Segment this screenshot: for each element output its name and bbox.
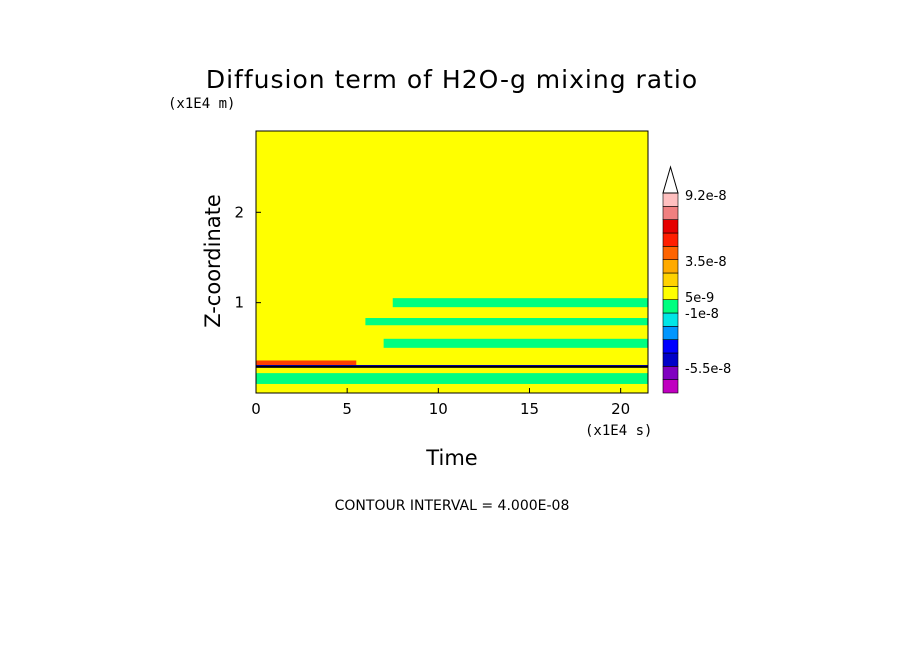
colorbar-label: 9.2e-8 (685, 189, 727, 204)
colorbar-swatch (662, 352, 679, 367)
colorbar-label: 3.5e-8 (685, 255, 727, 270)
contour-region-green-band-1 (392, 298, 648, 308)
contour-region-green-band-4 (256, 373, 648, 384)
colorbar-label: -1e-8 (685, 307, 719, 322)
x-axis-ticks: 0 5 10 15 20 (251, 388, 630, 418)
plot-area (256, 131, 648, 393)
x-tick-label: 0 (251, 400, 261, 418)
plot-frame (255, 130, 649, 394)
colorbar-swatch (662, 339, 679, 354)
colorbar-swatch (662, 366, 679, 380)
colorbar-swatch (662, 259, 679, 274)
colorbar-label: 5e-9 (685, 291, 714, 306)
y-tick-label: 2 (234, 203, 244, 221)
colorbar-swatch (662, 192, 679, 207)
colorbar-swatch (662, 299, 679, 314)
contour-region-green-band-3 (383, 338, 648, 348)
colorbar-swatch (662, 312, 679, 327)
colorbar-swatch (662, 246, 679, 260)
contour-region-positive-layer (256, 360, 357, 366)
colorbar-swatch (662, 232, 679, 247)
colorbar-swatch (662, 219, 679, 234)
colorbar-swatch (662, 326, 679, 340)
x-tick-label: 10 (429, 400, 448, 418)
chart-title: Diffusion term of H2O-g mixing ratio (206, 65, 698, 94)
colorbar-swatch (662, 206, 679, 220)
plot-background (256, 131, 648, 393)
y-unit-label: (x1E4 m) (168, 96, 235, 112)
x-tick-label: 15 (520, 400, 539, 418)
x-axis-title: Time (425, 446, 477, 470)
colorbar-extend-arrow (662, 165, 679, 194)
colorbar-swatch (662, 272, 679, 287)
y-axis-title: Z-coordinate (201, 194, 225, 328)
colorbar: 9.2e-8 3.5e-8 5e-9-1e-8 -5.5e-8 (662, 165, 731, 394)
colorbar-label: -5.5e-8 (685, 362, 731, 377)
x-tick-label: 20 (611, 400, 630, 418)
contour-region-green-band-2 (365, 318, 648, 326)
contour-interval-label: CONTOUR INTERVAL = 4.000E-08 (335, 498, 570, 514)
x-tick-label: 5 (342, 400, 352, 418)
y-tick-label: 1 (234, 294, 244, 312)
colorbar-swatch (662, 379, 679, 394)
y-axis-ticks: 12 (234, 203, 261, 312)
colorbar-swatch (662, 286, 679, 300)
x-unit-label: (x1E4 s) (585, 423, 652, 439)
